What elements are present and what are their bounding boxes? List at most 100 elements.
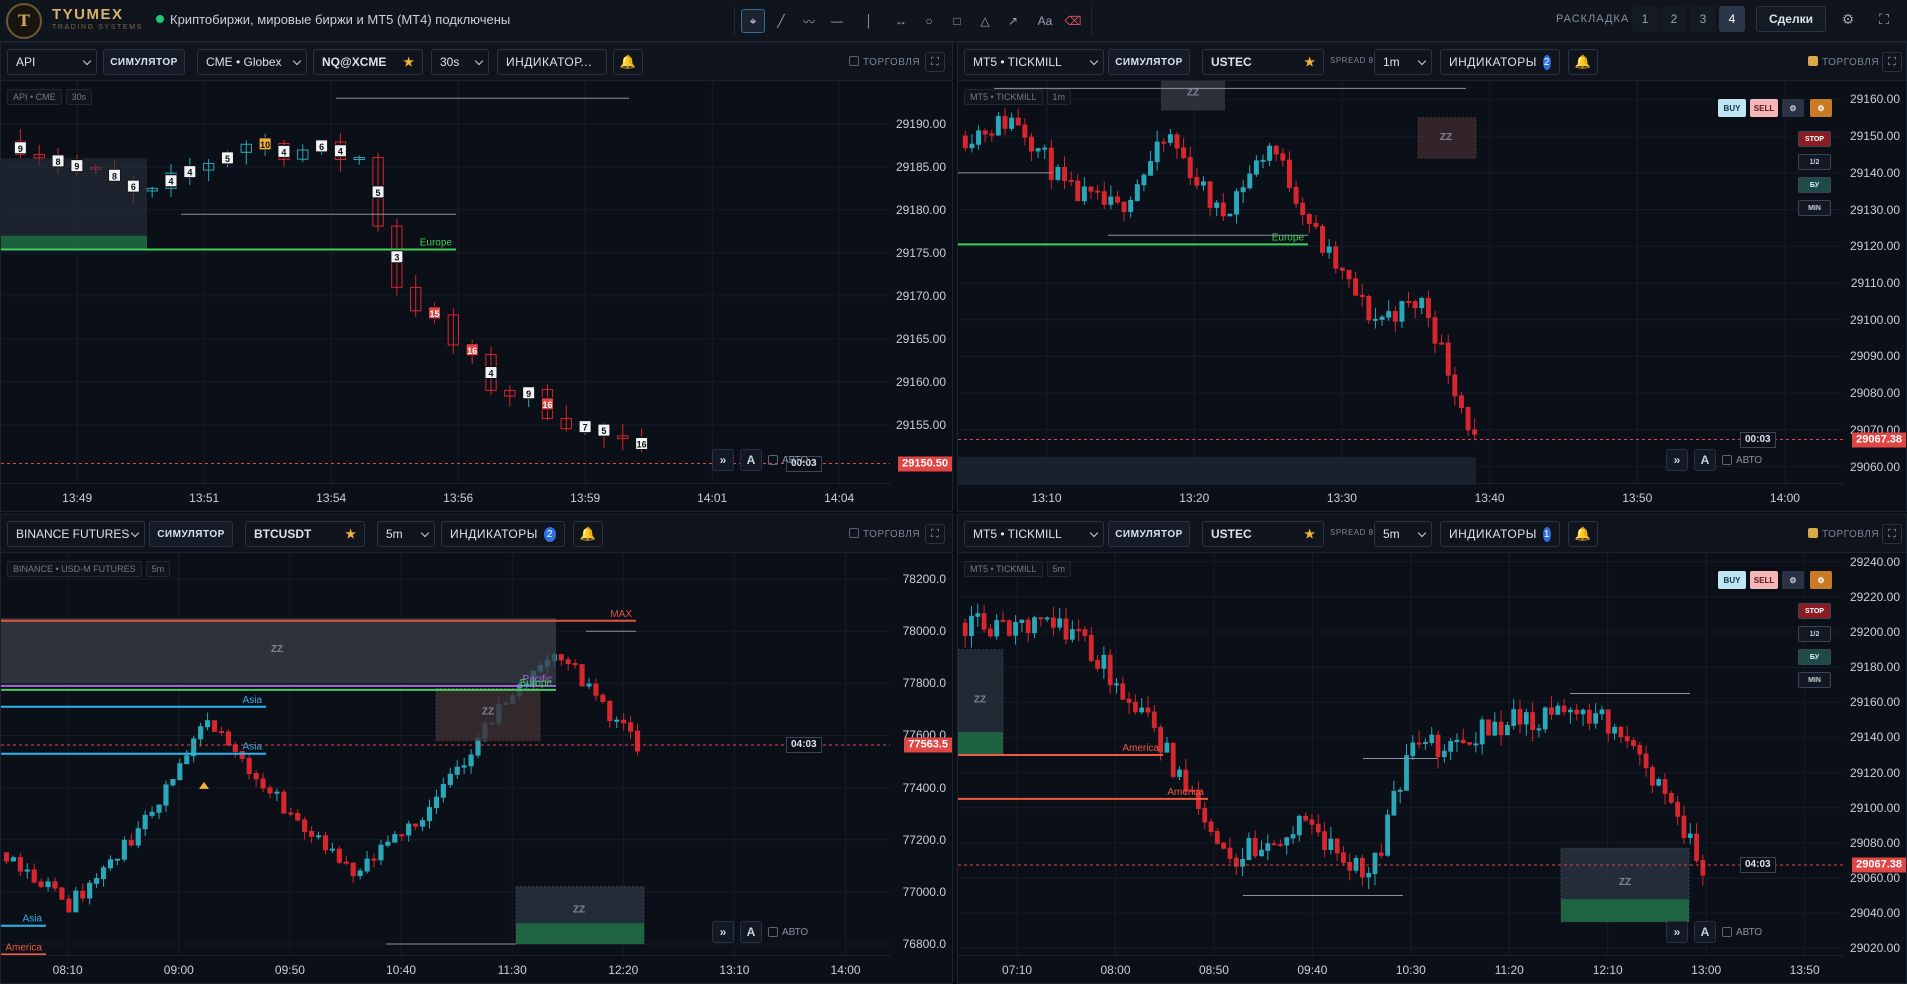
timeframe-select[interactable]: 1m (1374, 49, 1432, 75)
crosshair-icon[interactable]: ⌖ (741, 9, 765, 33)
indicators-button[interactable]: ИНДИКАТОР... (497, 49, 607, 75)
auto-scale-toggle[interactable]: АВТО (1722, 921, 1762, 943)
breakeven-button[interactable]: БУ (1798, 649, 1831, 665)
trade-checkbox[interactable] (849, 56, 859, 66)
auto-checkbox[interactable] (768, 455, 778, 465)
order-settings-gear-icon[interactable]: ⚙ (1782, 571, 1804, 589)
symbol-input[interactable]: BTCUSDT ★ (245, 521, 365, 547)
timeframe-select[interactable]: 30s (431, 49, 489, 75)
buy-button[interactable]: BUY (1718, 571, 1746, 589)
ray-icon[interactable]: 〰 (802, 14, 815, 29)
arrow-icon[interactable]: ↗ (1007, 14, 1019, 28)
min-lot-button[interactable]: MIN (1798, 672, 1831, 688)
scroll-to-end-button[interactable]: » (712, 921, 734, 943)
order-settings-alt-icon[interactable]: ⚙ (1810, 571, 1832, 589)
price-axis[interactable]: 78200.0 78000.0 77800.0 77600.0 77400.0 77200… (890, 553, 952, 955)
panel-fullscreen-icon[interactable]: ⛶ (925, 524, 945, 544)
price-chart[interactable]: Europe ZZ ZZ (958, 81, 1844, 485)
trade-toggle[interactable]: ТОРГОВЛЯ (1808, 528, 1879, 540)
sell-button[interactable]: SELL (1750, 571, 1778, 589)
circle-icon[interactable]: ○ (925, 14, 933, 28)
favorite-star-icon[interactable]: ★ (403, 55, 414, 69)
trade-toggle[interactable]: ТОРГОВЛЯ (1808, 56, 1879, 68)
simulator-button[interactable]: СИМУЛЯТОР (1108, 521, 1190, 547)
time-axis[interactable]: 07:10 08:00 08:50 09:40 10:30 11:20 12:10 13:00… (958, 955, 1844, 983)
timeframe-select[interactable]: 5m (377, 521, 435, 547)
range-icon[interactable]: ↔ (895, 14, 907, 28)
trade-toggle[interactable]: ТОРГОВЛЯ (849, 56, 920, 68)
half-close-button[interactable]: 1/2 (1798, 154, 1831, 170)
panel-fullscreen-icon[interactable]: ⛶ (1882, 524, 1902, 544)
simulator-button[interactable]: СИМУЛЯТОР (103, 49, 185, 75)
layout-button-4[interactable]: 4 (1719, 6, 1745, 32)
vertical-line-icon[interactable]: │ (865, 14, 873, 28)
timeframe-select[interactable]: 5m (1374, 521, 1432, 547)
favorite-star-icon[interactable]: ★ (1304, 527, 1315, 541)
symbol-input[interactable]: USTEC ★ (1202, 49, 1324, 75)
auto-scale-a-button[interactable]: A (1694, 921, 1716, 943)
auto-scale-a-button[interactable]: A (740, 449, 762, 471)
time-axis[interactable]: 13:49 13:51 13:54 13:56 13:59 14:01 14:04 (1, 483, 890, 511)
trendline-icon[interactable]: ╱ (777, 14, 785, 28)
panel-fullscreen-icon[interactable]: ⛶ (1882, 52, 1902, 72)
trade-checkbox[interactable] (1808, 528, 1818, 538)
price-axis[interactable]: 29190.00 29185.00 29180.00 29175.00 29170.00… (890, 81, 952, 483)
half-close-button[interactable]: 1/2 (1798, 626, 1831, 642)
symbol-input[interactable]: NQ@XCME ★ (313, 49, 423, 75)
indicators-button[interactable]: ИНДИКАТОРЫ 1 (1440, 521, 1560, 547)
simulator-button[interactable]: СИМУЛЯТОР (149, 521, 233, 547)
text-icon[interactable]: Aa (1037, 14, 1053, 28)
trade-toggle[interactable]: ТОРГОВЛЯ (849, 528, 920, 540)
price-axis[interactable]: 29240.00 29220.00 29200.00 29180.00 29160.00… (1844, 553, 1906, 955)
deals-button[interactable]: Сделки (1756, 6, 1826, 32)
alert-bell-icon[interactable]: 🔔 (613, 49, 643, 75)
simulator-button[interactable]: СИМУЛЯТОР (1108, 49, 1190, 75)
price-axis[interactable]: 29160.00 29150.00 29140.00 29130.00 29120.00… (1844, 81, 1906, 483)
time-axis[interactable]: 08:10 09:00 09:50 10:40 11:30 12:20 13:10 14:00 (1, 955, 890, 983)
layout-button-2[interactable]: 2 (1661, 6, 1687, 32)
auto-checkbox[interactable] (1722, 927, 1732, 937)
horizontal-line-icon[interactable]: — (831, 14, 843, 28)
source-select[interactable]: BINANCE FUTURES (7, 521, 145, 547)
alert-bell-icon[interactable]: 🔔 (1568, 521, 1598, 547)
price-chart[interactable]: America America ZZ ZZ (958, 553, 1844, 957)
auto-scale-toggle[interactable]: АВТО (1722, 449, 1762, 471)
panel-fullscreen-icon[interactable]: ⛶ (925, 52, 945, 72)
source-select[interactable]: MT5 • TICKMILL (964, 49, 1104, 75)
time-axis[interactable]: 13:10 13:20 13:30 13:40 13:50 14:00 (958, 483, 1844, 511)
settings-gear-icon[interactable]: ⚙ (1841, 10, 1855, 27)
alert-bell-icon[interactable]: 🔔 (573, 521, 603, 547)
min-lot-button[interactable]: MIN (1798, 200, 1831, 216)
indicators-button[interactable]: ИНДИКАТОРЫ 2 (441, 521, 565, 547)
sell-button[interactable]: SELL (1750, 99, 1778, 117)
scroll-to-end-button[interactable]: » (1666, 449, 1688, 471)
auto-checkbox[interactable] (1722, 455, 1732, 465)
symbol-input[interactable]: USTEC ★ (1202, 521, 1324, 547)
favorite-star-icon[interactable]: ★ (1304, 55, 1315, 69)
auto-scale-a-button[interactable]: A (1694, 449, 1716, 471)
source-select[interactable]: API (7, 49, 97, 75)
layout-button-3[interactable]: 3 (1690, 6, 1716, 32)
scroll-to-end-button[interactable]: » (1666, 921, 1688, 943)
order-settings-gear-icon[interactable]: ⚙ (1782, 99, 1804, 117)
exchange-select[interactable]: CME • Globex (197, 49, 307, 75)
layout-button-1[interactable]: 1 (1632, 6, 1658, 32)
source-select[interactable]: MT5 • TICKMILL (964, 521, 1104, 547)
stop-button[interactable]: STOP (1798, 131, 1831, 147)
scroll-to-end-button[interactable]: » (712, 449, 734, 471)
indicators-button[interactable]: ИНДИКАТОРЫ 2 (1440, 49, 1560, 75)
favorite-star-icon[interactable]: ★ (345, 527, 356, 541)
trade-checkbox[interactable] (1808, 56, 1818, 66)
rectangle-icon[interactable]: □ (953, 14, 961, 28)
price-chart[interactable]: Europe 9 8 9 8 6 4 4 5 10 4 6 4 5 3 15 16 4 9 16 7 5 16 (1, 81, 890, 485)
breakeven-button[interactable]: БУ (1798, 177, 1831, 193)
trade-checkbox[interactable] (849, 528, 859, 538)
auto-scale-toggle[interactable]: АВТО (768, 449, 808, 471)
auto-scale-a-button[interactable]: A (740, 921, 762, 943)
eraser-icon[interactable]: ⌫ (1064, 14, 1082, 28)
buy-button[interactable]: BUY (1718, 99, 1746, 117)
stop-button[interactable]: STOP (1798, 603, 1831, 619)
alert-bell-icon[interactable]: 🔔 (1568, 49, 1598, 75)
auto-scale-toggle[interactable]: АВТО (768, 921, 808, 943)
